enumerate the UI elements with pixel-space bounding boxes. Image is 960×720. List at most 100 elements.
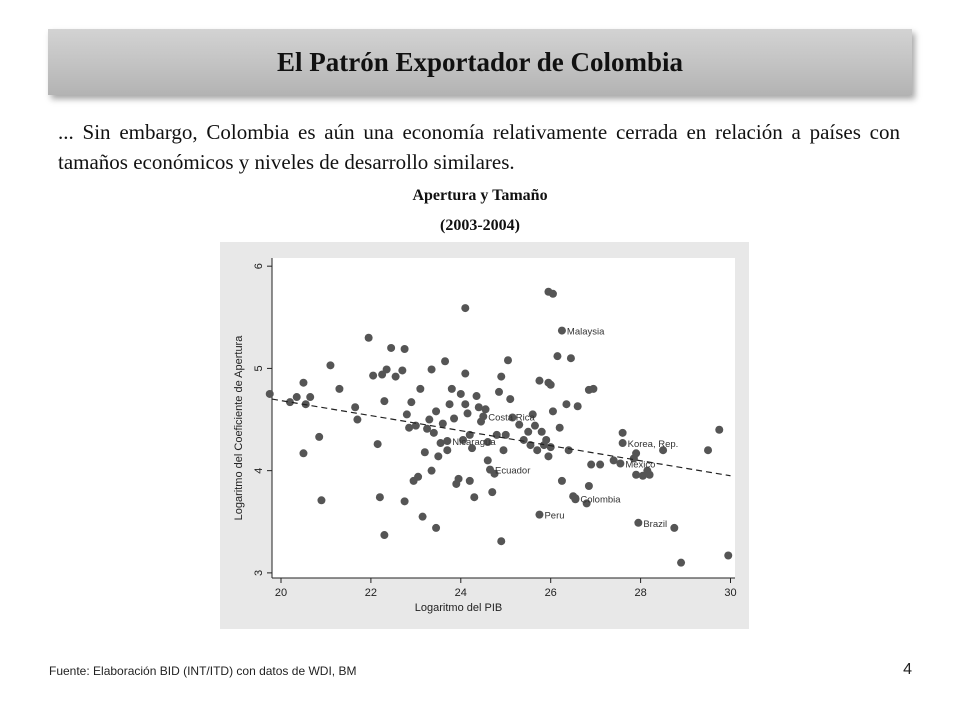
y-tick-label: 5 — [253, 365, 265, 371]
slide-title: El Patrón Exportador de Colombia — [276, 46, 683, 77]
data-point — [285, 398, 294, 407]
data-point — [465, 476, 474, 485]
data-point — [548, 289, 557, 298]
data-point — [418, 512, 427, 521]
chart-panel: 20 22 24 26 28 30 3 4 5 6 Logaritmo del PIB Logarit… — [220, 242, 749, 629]
data-point — [299, 378, 308, 387]
fit-line — [271, 398, 731, 477]
data-point — [618, 428, 627, 437]
y-tick-label: 3 — [253, 570, 265, 576]
data-point — [315, 432, 324, 441]
data-point — [472, 392, 481, 401]
chart-subtitle: (2003-2004) — [440, 217, 520, 234]
data-point — [405, 423, 414, 432]
data-point — [456, 389, 465, 398]
data-point — [429, 428, 438, 437]
data-point — [584, 481, 593, 490]
labeled-data-point — [535, 510, 544, 519]
data-point — [474, 403, 483, 412]
data-point — [546, 380, 555, 389]
data-point — [434, 452, 443, 461]
y-tick-label: 6 — [253, 263, 265, 269]
data-point — [400, 344, 409, 353]
data-point — [566, 354, 575, 363]
data-point — [400, 497, 409, 506]
data-point — [436, 439, 445, 448]
data-point — [299, 449, 308, 458]
labeled-data-point — [616, 459, 625, 468]
data-point — [353, 415, 362, 424]
source-note: Fuente: Elaboración BID (INT/ITD) con da… — [49, 664, 357, 678]
data-point — [724, 551, 733, 560]
data-point — [632, 449, 641, 458]
data-point — [382, 365, 391, 374]
data-point — [450, 414, 459, 423]
data-point — [645, 470, 654, 479]
data-point — [481, 405, 490, 414]
data-point — [445, 400, 454, 409]
data-point — [715, 425, 724, 434]
data-point — [411, 421, 420, 430]
data-point — [542, 435, 551, 444]
data-point — [375, 493, 384, 502]
x-tick-label: 30 — [724, 587, 736, 599]
data-point — [587, 460, 596, 469]
labeled-data-point — [486, 465, 495, 474]
page-number: 4 — [903, 661, 912, 678]
data-point — [364, 333, 373, 342]
data-point — [470, 493, 479, 502]
data-point — [659, 446, 668, 455]
point-label: Peru — [544, 511, 564, 522]
y-axis-title: Logaritmo del Coeficiente de Apertura — [233, 335, 245, 521]
data-point — [423, 424, 432, 433]
x-tick-label: 24 — [455, 587, 467, 599]
y-tick-label: 4 — [253, 468, 265, 474]
data-point — [557, 476, 566, 485]
plot-area — [272, 258, 735, 578]
data-point — [670, 523, 679, 532]
data-point — [562, 400, 571, 409]
point-label: Costa Rica — [488, 412, 535, 423]
data-point — [373, 440, 382, 449]
point-label: Mexico — [625, 459, 655, 470]
data-point — [501, 430, 510, 439]
data-point — [380, 531, 389, 540]
data-point — [677, 558, 686, 567]
data-point — [416, 384, 425, 393]
data-point — [461, 304, 470, 313]
x-tick-label: 20 — [275, 587, 287, 599]
slide-body-text: ... Sin embargo, Colombia es aún una eco… — [58, 120, 900, 174]
data-point — [398, 366, 407, 375]
x-tick-label: 28 — [634, 587, 646, 599]
labeled-data-point — [618, 439, 627, 448]
data-point — [483, 438, 492, 447]
data-point — [533, 446, 542, 455]
data-point — [391, 372, 400, 381]
labeled-data-point — [557, 326, 566, 335]
data-point — [265, 389, 274, 398]
x-tick-label: 26 — [545, 587, 557, 599]
data-point — [441, 357, 450, 366]
chart-title: Apertura y Tamaño — [412, 187, 548, 204]
data-point — [461, 369, 470, 378]
data-point — [564, 446, 573, 455]
data-point — [555, 423, 564, 432]
data-point — [508, 413, 517, 422]
data-point — [326, 361, 335, 370]
data-point — [432, 407, 441, 416]
slide-title-bar: El Patrón Exportador de Colombia — [48, 29, 912, 95]
data-point — [459, 435, 468, 444]
data-point — [427, 365, 436, 374]
data-point — [402, 410, 411, 419]
data-point — [503, 356, 512, 365]
data-point — [380, 397, 389, 406]
data-point — [497, 372, 506, 381]
point-label: Ecuador — [495, 466, 530, 477]
data-point — [438, 419, 447, 428]
data-point — [524, 427, 533, 436]
labeled-data-point — [479, 412, 488, 421]
data-point — [528, 410, 537, 419]
data-point — [546, 443, 555, 452]
data-point — [548, 407, 557, 416]
data-point — [589, 384, 598, 393]
